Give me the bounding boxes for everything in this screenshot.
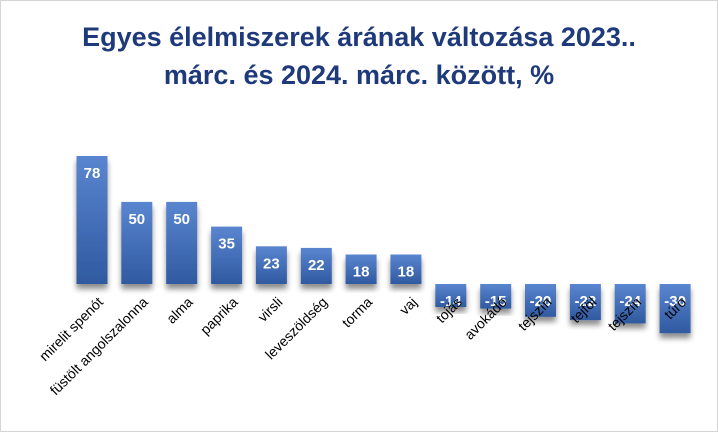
bar xyxy=(300,247,332,284)
bar xyxy=(525,284,556,317)
bar-value-label: 35 xyxy=(218,236,235,253)
bar-value-label: 18 xyxy=(398,264,415,281)
category-label: torma xyxy=(339,294,376,331)
chart-title-line-2: márc. és 2024. márc. között, % xyxy=(163,60,555,90)
bar xyxy=(255,246,287,284)
bar xyxy=(121,201,153,284)
bar xyxy=(166,201,198,284)
category-label: alma xyxy=(163,294,196,327)
bars-group: 78 50 50 35 23 22 18 18 -14 -15 -20 -22 -24 -30 xyxy=(76,156,691,334)
category-label: virsli xyxy=(254,294,285,325)
bar-value-label: 50 xyxy=(173,211,190,228)
chart-title-line-1: Egyes élelmiszerek árának változása 2023… xyxy=(82,22,636,52)
bar-value-label: -24 xyxy=(619,293,641,310)
bar-value-label: 50 xyxy=(128,211,145,228)
bar xyxy=(614,284,646,324)
bar-value-label: -22 xyxy=(575,293,597,310)
bar-value-label: -15 xyxy=(485,293,507,310)
bar xyxy=(480,284,512,309)
bar xyxy=(435,284,467,307)
bar xyxy=(659,284,691,334)
bar-value-label: 78 xyxy=(84,165,101,182)
bar xyxy=(76,156,108,284)
bar-value-label: -14 xyxy=(440,293,462,310)
category-label: vaj xyxy=(396,294,420,318)
bar xyxy=(211,226,243,284)
bar-value-label: -30 xyxy=(664,293,686,310)
bar xyxy=(345,254,377,284)
category-label: paprika xyxy=(197,294,241,338)
bar xyxy=(569,284,601,321)
bar xyxy=(390,254,422,284)
bar-value-label: 22 xyxy=(308,257,325,274)
bar-value-label: 23 xyxy=(263,255,280,272)
bar-value-label: 18 xyxy=(353,264,370,281)
bar-value-label: -20 xyxy=(530,293,552,310)
chart-title: Egyes élelmiszerek árának változása 2023… xyxy=(0,18,718,94)
